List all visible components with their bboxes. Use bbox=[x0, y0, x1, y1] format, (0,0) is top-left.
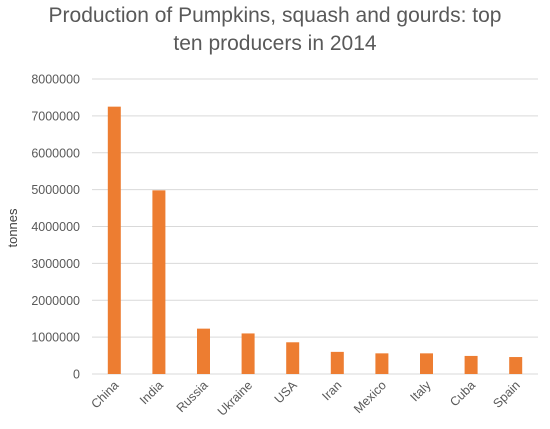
bar-italy bbox=[420, 353, 433, 374]
x-category-label: Iran bbox=[319, 378, 344, 403]
y-tick-label: 0 bbox=[73, 368, 80, 382]
x-category-label: Mexico bbox=[351, 378, 389, 416]
y-tick-label: 4000000 bbox=[31, 220, 80, 234]
y-tick-label: 3000000 bbox=[31, 257, 80, 271]
y-tick-label: 8000000 bbox=[31, 73, 80, 87]
x-category-label: India bbox=[137, 378, 166, 407]
x-category-label: China bbox=[88, 378, 121, 411]
bar-ukraine bbox=[242, 333, 255, 374]
y-tick-label: 1000000 bbox=[31, 331, 80, 345]
x-category-label: Italy bbox=[408, 378, 435, 405]
bar-usa bbox=[286, 342, 299, 374]
x-category-label: Cuba bbox=[447, 378, 478, 409]
x-axis-categories: China India RussiaUkraine USA Iran Mexico Ital… bbox=[88, 378, 522, 419]
y-axis-title: tonnes bbox=[5, 208, 20, 248]
y-axis-ticks: 0 1000000 2000000 3000000 4000000 5000000 6000… bbox=[31, 73, 80, 382]
x-category-label: Spain bbox=[490, 378, 523, 411]
bar-spain bbox=[509, 357, 522, 374]
y-tick-label: 2000000 bbox=[31, 294, 80, 308]
bar-russia bbox=[197, 329, 210, 374]
bar-cuba bbox=[465, 356, 478, 374]
bar-india bbox=[152, 190, 165, 374]
bar-iran bbox=[331, 352, 344, 374]
y-tick-label: 7000000 bbox=[31, 109, 80, 123]
x-category-label: Ukraine bbox=[215, 378, 255, 418]
bar-mexico bbox=[375, 353, 388, 374]
x-category-label: USA bbox=[272, 378, 301, 407]
bars bbox=[108, 107, 522, 374]
x-category-label: Russia bbox=[174, 378, 211, 415]
y-tick-label: 6000000 bbox=[31, 146, 80, 160]
y-tick-label: 5000000 bbox=[31, 183, 80, 197]
bar-china bbox=[108, 107, 121, 374]
